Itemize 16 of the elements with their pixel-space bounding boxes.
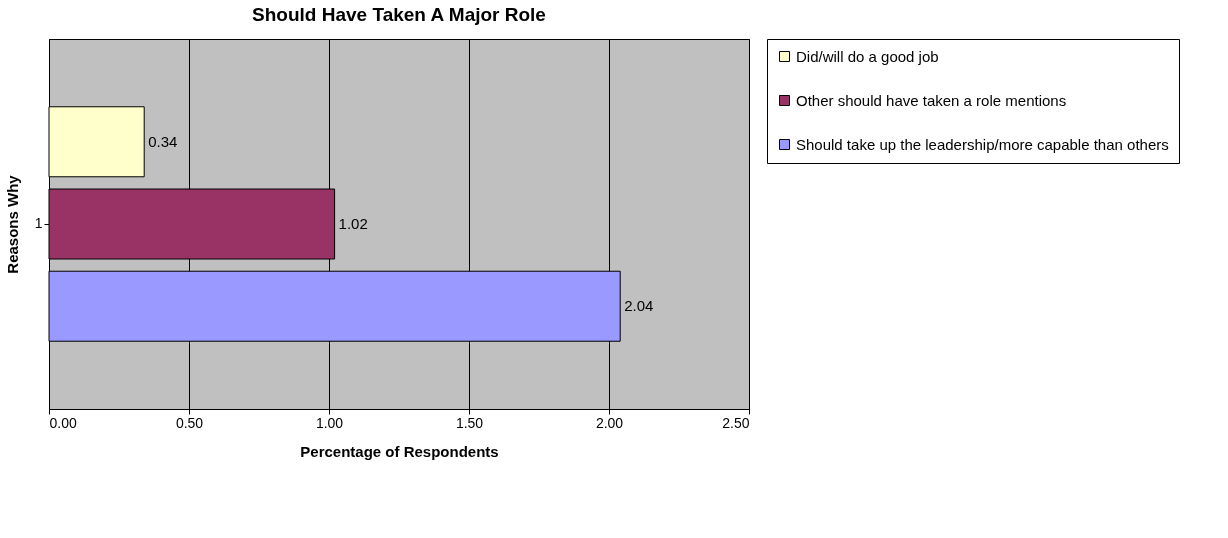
data-label: 0.34 [148, 132, 178, 150]
legend-label: Did/will do a good job [796, 47, 939, 65]
x-tick-label: 1.00 [315, 414, 344, 431]
y-tick-label: 1 [34, 215, 43, 231]
x-axis-title: Percentage of Respondents [300, 442, 499, 460]
legend-label: Should take up the leadership/more capable than others [796, 135, 1169, 153]
x-tick-label: 2.00 [595, 414, 624, 431]
x-tick-label: 1.50 [455, 414, 484, 431]
y-axis-title: Reasons Why [3, 174, 21, 274]
x-tick-label: 0.50 [175, 414, 204, 431]
data-label: 1.02 [338, 215, 368, 232]
x-tick-label: 2.50 [722, 414, 750, 431]
legend-label: Other should have taken a role mentions [796, 91, 1067, 109]
data-label: 2.04 [624, 297, 654, 315]
x-tick-label: 0.00 [49, 414, 77, 431]
chart-title: Should Have Taken A Major Role [252, 3, 546, 25]
